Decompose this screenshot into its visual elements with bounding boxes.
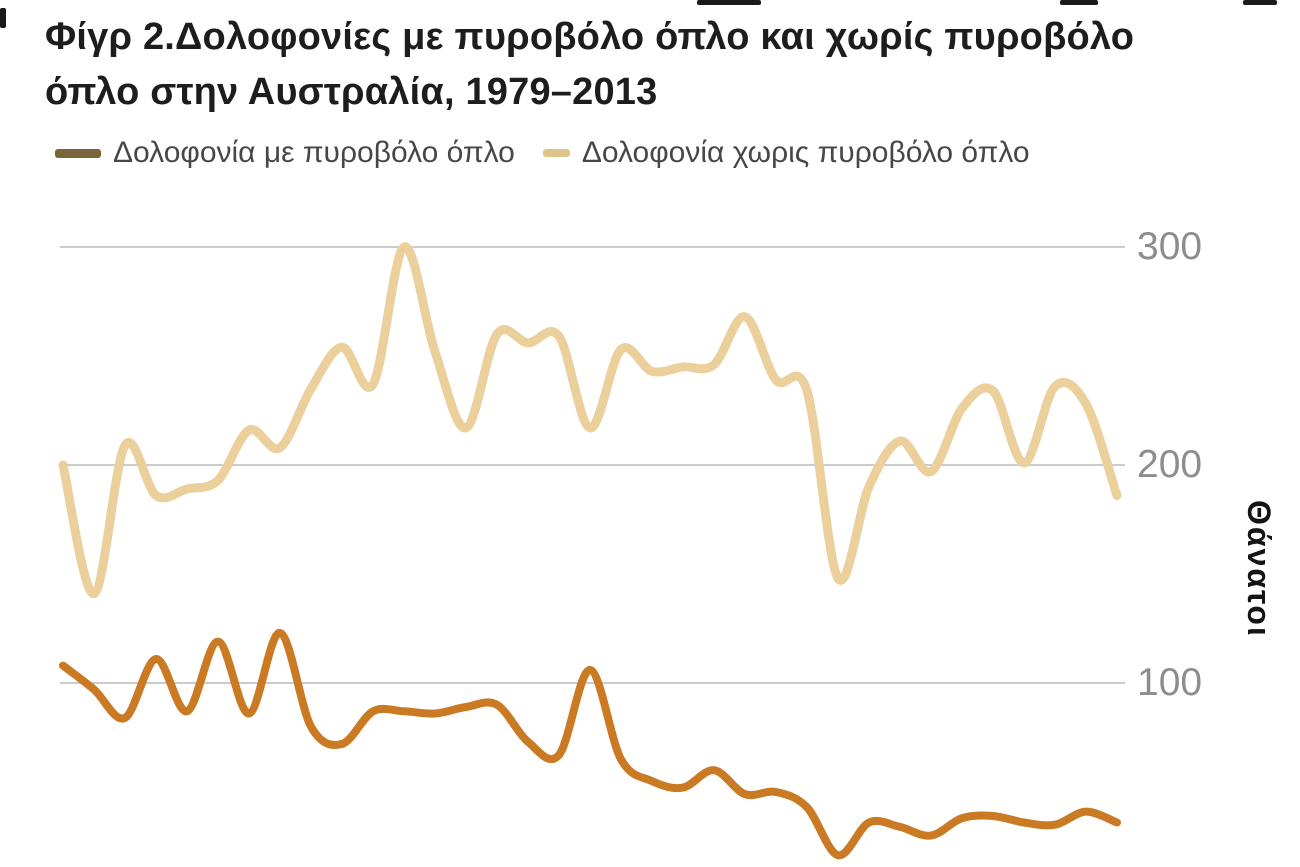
legend-label-firearm: Δολοφονία με πυροβόλο όπλο bbox=[113, 136, 515, 169]
y-tick-200: 200 bbox=[1137, 443, 1203, 486]
firearm-swatch-icon bbox=[55, 148, 101, 158]
legend-label-non-firearm: Δολοφονία χωρις πυροβόλο όπλο bbox=[581, 136, 1030, 169]
non-firearm-swatch-icon bbox=[542, 149, 570, 157]
legend-item-firearm: Δολοφονία με πυροβόλο όπλο bbox=[55, 136, 515, 170]
y-axis-title: Θάνατοι bbox=[1241, 500, 1277, 638]
crop-artifact bbox=[697, 0, 761, 5]
y-tick-300: 300 bbox=[1137, 225, 1203, 268]
legend: Δολοφονία με πυροβόλο όπλο Δολοφονία χωρ… bbox=[55, 136, 1030, 170]
legend-item-non-firearm: Δολοφονία χωρις πυροβόλο όπλο bbox=[542, 136, 1030, 170]
crop-artifact bbox=[1243, 0, 1277, 5]
y-tick-100: 100 bbox=[1137, 661, 1203, 704]
chart-title: Φίγρ 2.Δολοφονίες με πυροβόλο όπλο και χ… bbox=[45, 16, 1135, 114]
firearm-line bbox=[59, 628, 1121, 860]
crop-artifact bbox=[0, 8, 6, 28]
non-firearm-line bbox=[58, 242, 1122, 599]
crop-artifact bbox=[1060, 0, 1098, 5]
